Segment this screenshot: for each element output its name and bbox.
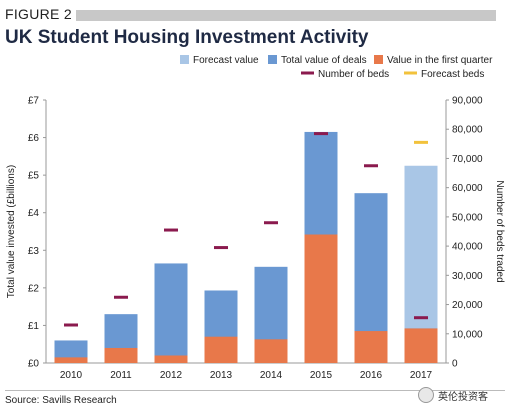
- legend-label: Total value of deals: [281, 55, 367, 66]
- y-tick-label: £2: [28, 283, 40, 294]
- y2-tick-label: 10,000: [452, 329, 483, 340]
- watermark-text: 英伦投资客: [438, 391, 488, 403]
- y-tick-label: £7: [28, 96, 40, 107]
- first-quarter-bar: [354, 331, 388, 363]
- x-tick-label: 2012: [160, 370, 183, 381]
- y2-tick-label: 40,000: [452, 242, 483, 253]
- legend-label: Forecast beds: [421, 69, 484, 80]
- y2-tick-label: 20,000: [452, 300, 483, 311]
- source-divider: [5, 390, 505, 391]
- figure-header-bar: [76, 10, 496, 21]
- figure-label: FIGURE 2: [5, 6, 72, 22]
- y-tick-label: £6: [28, 133, 40, 144]
- x-tick-label: 2010: [60, 370, 83, 381]
- wechat-icon: [418, 387, 434, 403]
- first-quarter-bar: [154, 355, 188, 363]
- total-value-bar: [154, 263, 188, 363]
- y2-tick-label: 30,000: [452, 271, 483, 282]
- y2-axis-title: Number of beds traded: [494, 180, 505, 282]
- legend-swatch: [268, 55, 277, 64]
- chart-title: UK Student Housing Investment Activity: [5, 27, 369, 48]
- y2-tick-label: 90,000: [452, 96, 483, 107]
- y-tick-label: £4: [28, 208, 40, 219]
- legend-label: Number of beds: [318, 69, 389, 80]
- y2-tick-label: 60,000: [452, 183, 483, 194]
- first-quarter-bar: [404, 328, 438, 363]
- first-quarter-bar: [254, 339, 288, 363]
- chart: £0 £1 £2 £3 £4 £5 £6 £7 0 10,000 20,000 30,000 40,00…: [6, 55, 505, 381]
- first-quarter-bar: [304, 234, 338, 363]
- first-quarter-bar: [204, 336, 238, 363]
- legend-label: Forecast value: [193, 55, 259, 66]
- x-tick-label: 2011: [110, 370, 132, 381]
- source-note: Source: Savills Research: [5, 395, 117, 406]
- legend-swatch: [180, 55, 189, 64]
- y-tick-label: £1: [28, 321, 40, 332]
- first-quarter-bar: [104, 347, 138, 363]
- legend-label: Value in the first quarter: [387, 55, 493, 66]
- y-tick-label: £0: [28, 359, 40, 370]
- y2-tick-label: 0: [452, 359, 458, 370]
- x-tick-label: 2013: [210, 370, 233, 381]
- x-tick-label: 2015: [310, 370, 333, 381]
- y2-tick-label: 70,000: [452, 154, 483, 165]
- first-quarter-bar: [54, 357, 88, 363]
- legend-swatch: [374, 55, 383, 64]
- y-axis-title: Total value invested (£billions): [6, 165, 17, 298]
- y-tick-label: £3: [28, 246, 40, 257]
- y-tick-label: £5: [28, 171, 40, 182]
- watermark: 英伦投资客: [418, 386, 510, 404]
- x-tick-label: 2017: [410, 370, 433, 381]
- y2-tick-label: 50,000: [452, 212, 483, 223]
- y2-tick-label: 80,000: [452, 125, 483, 136]
- x-tick-label: 2016: [360, 370, 383, 381]
- x-tick-label: 2014: [260, 370, 283, 381]
